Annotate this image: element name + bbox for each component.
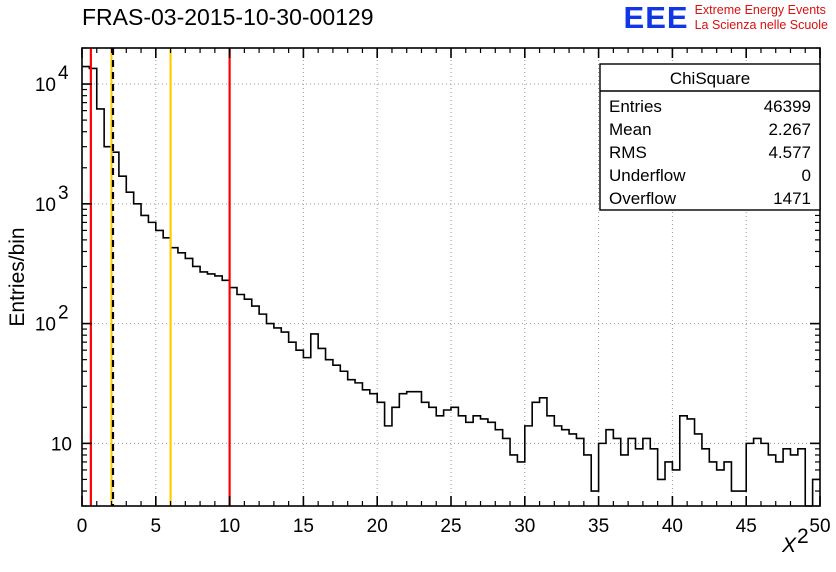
eee-logo-line1: Extreme Energy Events [694,2,826,17]
y-axis-title: Entries/bin [6,227,29,326]
stats-row-label: RMS [609,143,647,162]
stats-row-value: 46399 [764,97,811,116]
stats-row-label: Entries [609,97,662,116]
y-tick-label-exponent: 2 [58,303,69,324]
stats-row-label: Mean [609,120,652,139]
stats-row-value: 4.577 [768,143,811,162]
y-tick-label: 10 [35,75,56,96]
y-tick-label: 10 [35,315,56,336]
stats-row-label: Underflow [609,166,686,185]
x-tick-label: 10 [219,516,240,537]
stats-row-value: 0 [802,166,811,185]
page-title: FRAS-03-2015-10-30-00129 [82,4,374,30]
x-tick-label: 20 [367,516,388,537]
y-tick-label: 10 [51,434,72,455]
x-tick-label: 5 [151,516,162,537]
stats-header: ChiSquare [670,69,750,88]
histogram-curve [82,65,820,507]
eee-logo-text: Extreme Energy Events La Scienza nelle S… [689,3,828,33]
x-axis-title: X [781,534,797,557]
y-tick-label-exponent: 4 [58,63,69,84]
x-axis-title-exponent: 2 [797,525,809,548]
stats-box [599,63,821,211]
x-tick-label: 30 [514,516,535,537]
eee-logo-line2: La Scienza nelle Scuole [694,17,828,32]
y-tick-label: 10 [35,195,56,216]
eee-logo: EEE Extreme Energy Events La Scienza nel… [624,2,828,33]
x-tick-label: 0 [77,516,88,537]
x-tick-label: 40 [662,516,683,537]
eee-logo-mark: EEE [623,0,689,35]
x-tick-label: 50 [809,516,830,537]
x-tick-label: 35 [588,516,609,537]
y-tick-label-exponent: 3 [58,183,69,204]
stats-row-value: 2.267 [768,120,811,139]
stats-row-value: 1471 [773,189,811,208]
x-tick-label: 25 [440,516,461,537]
x-tick-label: 45 [736,516,757,537]
x-tick-label: 15 [293,516,314,537]
stats-row-label: Overflow [609,189,677,208]
